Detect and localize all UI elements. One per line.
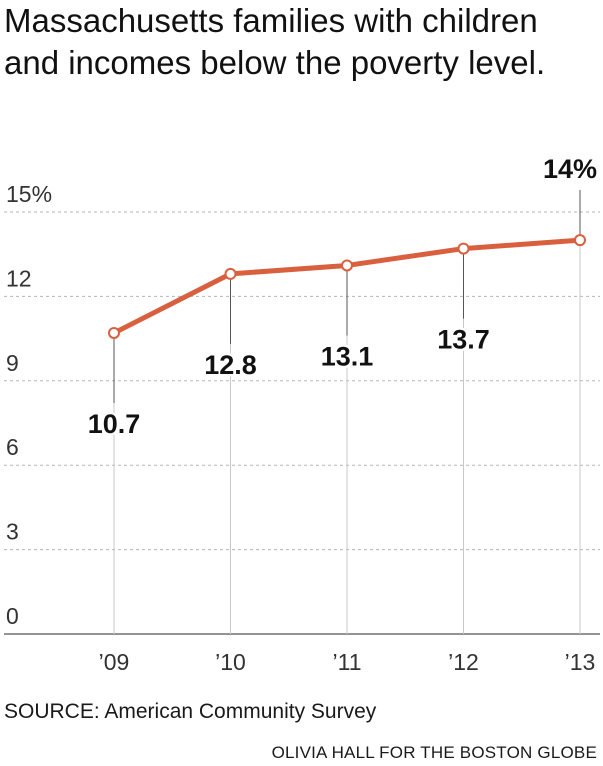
data-point — [457, 242, 470, 255]
data-point — [341, 259, 353, 272]
chart-title: Massachusetts families with children and… — [4, 2, 546, 81]
x-tick-label: ’11 — [333, 649, 362, 675]
x-tick-label: ’12 — [448, 649, 479, 675]
data-point — [108, 326, 120, 339]
y-tick-label: 3 — [6, 519, 19, 545]
y-tick-label: 6 — [6, 434, 19, 460]
credit-line: OLIVIA HALL FOR THE BOSTON GLOBE — [271, 743, 597, 762]
data-label: 13.1 — [321, 341, 374, 371]
y-tick-label: 15% — [6, 181, 52, 207]
source-note: SOURCE: American Community Survey — [4, 700, 377, 723]
data-point — [574, 234, 586, 247]
data-label: 10.7 — [88, 409, 141, 439]
line-chart: 0 3 6 9 12 15% 10.7 12.8 13.1 13.7 14% ’09 ’10 ’11 ’12… — [4, 154, 600, 675]
x-tick-label: ’13 — [565, 649, 596, 675]
data-label: 13.7 — [437, 325, 490, 355]
y-tick-label: 0 — [6, 603, 19, 629]
x-tick-label: ’09 — [99, 649, 130, 675]
data-label: 14% — [543, 154, 597, 184]
data-point — [224, 267, 237, 280]
x-tick-label: ’10 — [215, 649, 246, 675]
y-tick-label: 12 — [6, 265, 32, 291]
data-label: 12.8 — [204, 350, 257, 380]
y-tick-label: 9 — [6, 350, 19, 376]
